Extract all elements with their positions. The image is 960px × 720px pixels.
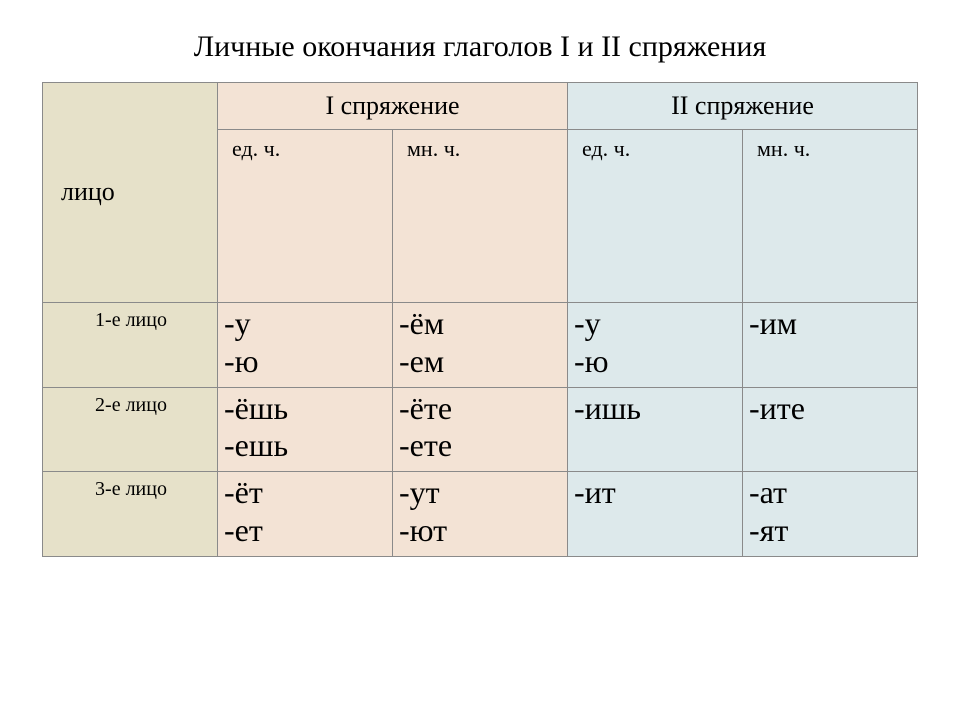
- table-row: 3-е лицо -ёт -ет -ут -ют -ит -ат -ят: [43, 472, 918, 557]
- corner-label: лицо: [43, 83, 218, 303]
- cell-2-2: -ёте -ете: [393, 387, 568, 472]
- cell-1-1: -у -ю: [218, 303, 393, 388]
- cell-3-2: -ут -ют: [393, 472, 568, 557]
- cell-3-3: -ит: [568, 472, 743, 557]
- conj1-header: I спряжение: [218, 83, 568, 130]
- row-label-2: 2-е лицо: [43, 387, 218, 472]
- table-header-row: лицо I спряжение II спряжение: [43, 83, 918, 130]
- page-title: Личные окончания глаголов I и II спряжен…: [42, 30, 918, 64]
- conj2-pl-header: мн. ч.: [743, 130, 918, 303]
- conjugation-table: лицо I спряжение II спряжение ед. ч. мн.…: [42, 82, 918, 557]
- cell-2-1: -ёшь -ешь: [218, 387, 393, 472]
- cell-1-4: -им: [743, 303, 918, 388]
- cell-3-1: -ёт -ет: [218, 472, 393, 557]
- cell-3-4: -ат -ят: [743, 472, 918, 557]
- cell-1-3: -у -ю: [568, 303, 743, 388]
- conj2-header: II спряжение: [568, 83, 918, 130]
- row-label-3: 3-е лицо: [43, 472, 218, 557]
- cell-1-2: -ём -ем: [393, 303, 568, 388]
- cell-2-4: -ите: [743, 387, 918, 472]
- cell-2-3: -ишь: [568, 387, 743, 472]
- conj1-pl-header: мн. ч.: [393, 130, 568, 303]
- row-label-1: 1-е лицо: [43, 303, 218, 388]
- conj1-sg-header: ед. ч.: [218, 130, 393, 303]
- table-row: 2-е лицо -ёшь -ешь -ёте -ете -ишь -ите: [43, 387, 918, 472]
- conj2-sg-header: ед. ч.: [568, 130, 743, 303]
- table-row: 1-е лицо -у -ю -ём -ем -у -ю -им: [43, 303, 918, 388]
